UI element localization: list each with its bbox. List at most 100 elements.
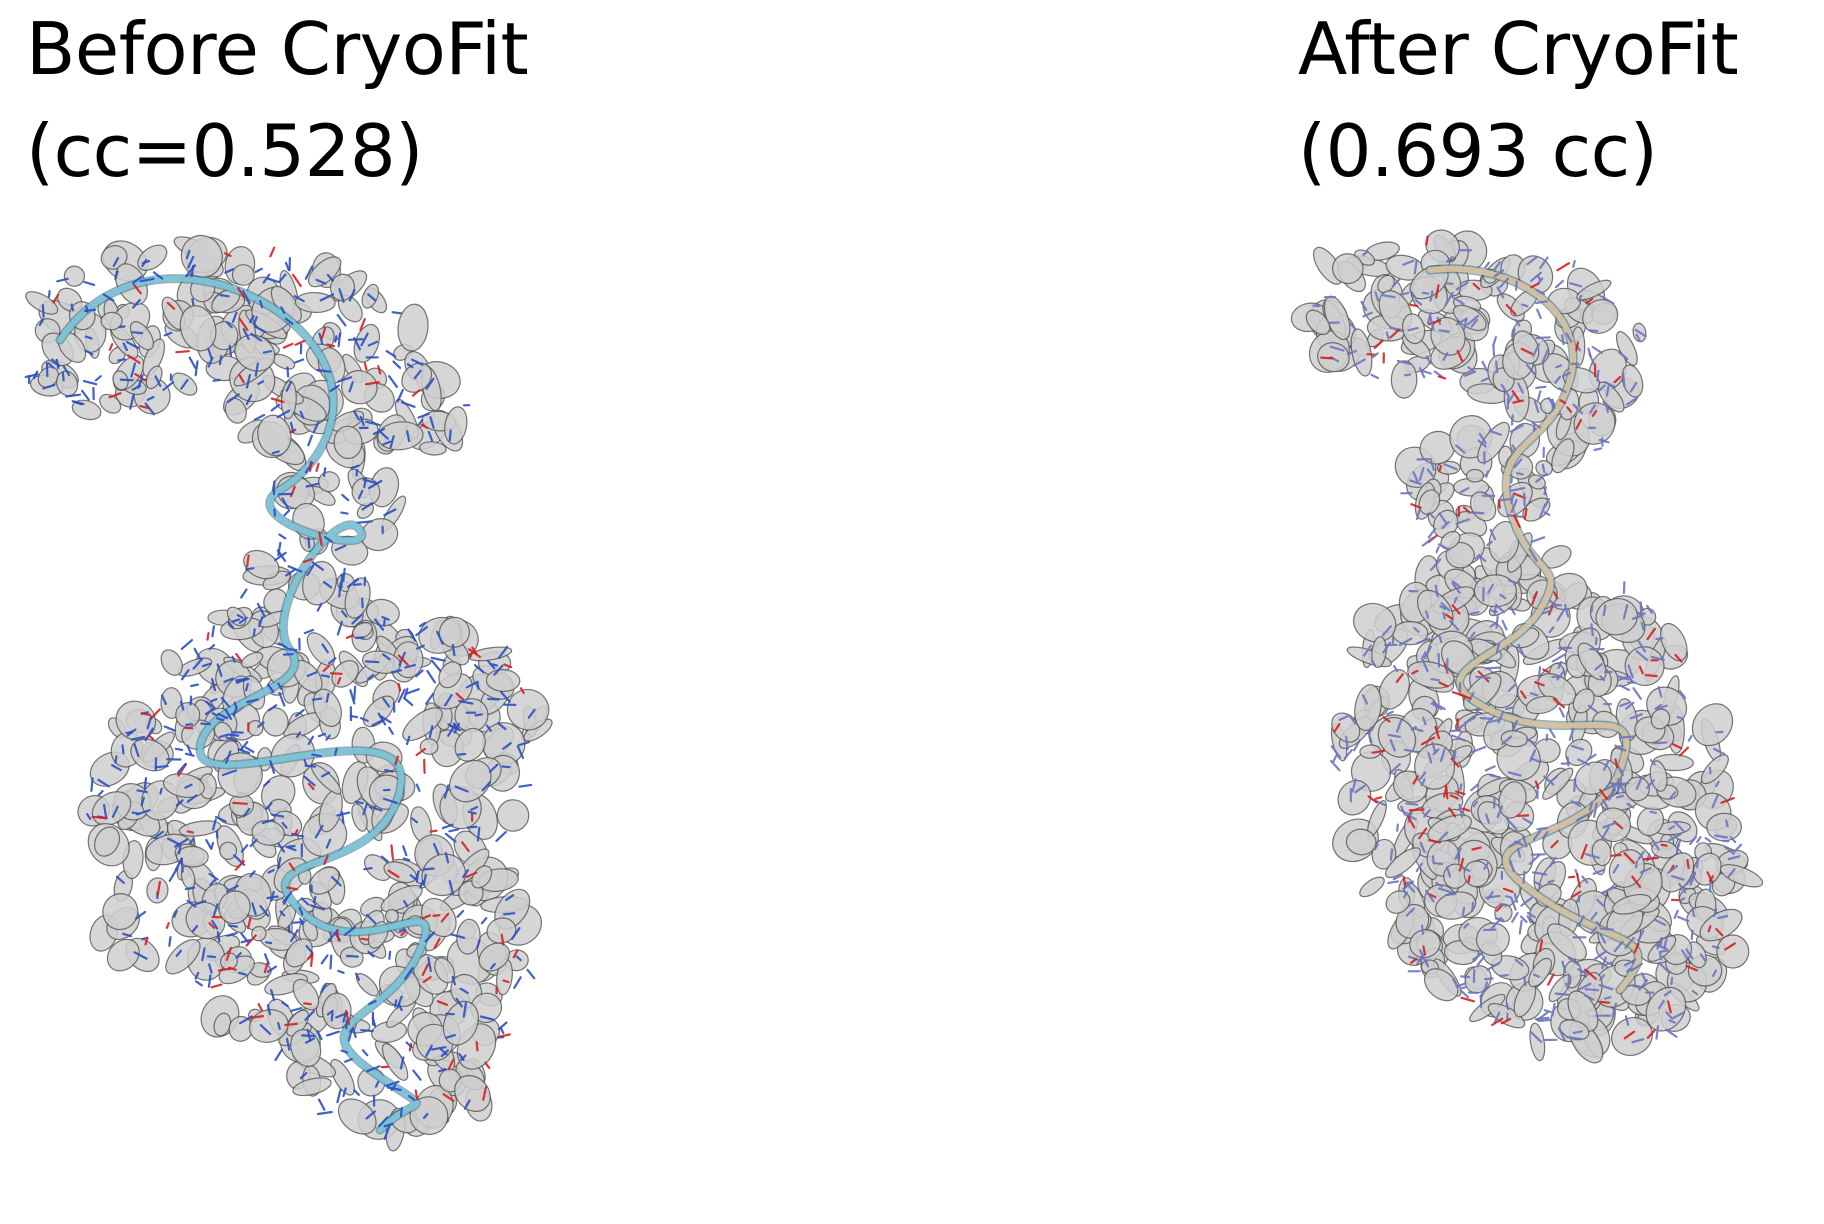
atom-bond bbox=[288, 862, 296, 872]
density-blob bbox=[337, 1098, 377, 1135]
atom-bond bbox=[1629, 381, 1638, 393]
atom-bond bbox=[1567, 956, 1580, 966]
atom-bond bbox=[1539, 503, 1547, 518]
atom-bond bbox=[1655, 1024, 1660, 1040]
atom-bond bbox=[382, 797, 398, 805]
atom-bond bbox=[1556, 669, 1566, 681]
atom-bond bbox=[1526, 256, 1538, 266]
atom-bond bbox=[210, 983, 223, 989]
atom-bond bbox=[176, 763, 187, 774]
atom-bond bbox=[1463, 506, 1471, 514]
atom-bond bbox=[1706, 871, 1714, 883]
atom-bond bbox=[1354, 784, 1366, 794]
atom-bond bbox=[396, 995, 403, 1009]
atom-bond bbox=[1396, 823, 1399, 832]
atom-bond bbox=[1437, 887, 1453, 894]
atom-bond bbox=[1635, 333, 1641, 342]
atom-bond bbox=[281, 1001, 289, 1008]
atom-bond bbox=[221, 769, 238, 777]
atom-bond bbox=[1733, 843, 1743, 853]
atom-bond bbox=[374, 1080, 380, 1088]
atom-bond bbox=[1489, 621, 1498, 628]
density-blob bbox=[496, 799, 530, 832]
atom-bond bbox=[342, 1087, 347, 1098]
atom-bond bbox=[438, 1067, 447, 1073]
atom-bond bbox=[186, 794, 198, 803]
density-blob bbox=[438, 661, 463, 689]
atom-bond bbox=[1530, 536, 1546, 543]
atom-bond bbox=[1635, 778, 1642, 791]
atom-bond bbox=[1422, 651, 1427, 658]
atom-bond bbox=[144, 402, 156, 416]
atom-bond bbox=[1658, 961, 1671, 974]
density-blob bbox=[106, 938, 140, 972]
atom-bond bbox=[1497, 710, 1505, 724]
atom-bond bbox=[440, 1049, 450, 1058]
atom-bond bbox=[281, 821, 288, 829]
atom-bond bbox=[1507, 771, 1522, 777]
density-blob bbox=[1645, 986, 1687, 1032]
atom-bond bbox=[1427, 319, 1442, 326]
atom-bond bbox=[1526, 738, 1536, 745]
atom-bond bbox=[285, 1037, 291, 1051]
density-blob bbox=[329, 1058, 356, 1096]
atom-bond bbox=[1584, 988, 1600, 992]
atom-bond bbox=[153, 830, 165, 840]
atom-bond bbox=[249, 838, 258, 848]
atom-bond bbox=[277, 541, 282, 557]
atom-bond bbox=[1460, 996, 1476, 1003]
atom-bond bbox=[384, 768, 394, 773]
atom-bond bbox=[117, 358, 127, 362]
atom-bond bbox=[283, 509, 291, 517]
atom-bond bbox=[383, 508, 397, 517]
atom-bond bbox=[326, 1009, 334, 1016]
atom-bond bbox=[1445, 866, 1452, 878]
atom-bond bbox=[1601, 886, 1615, 894]
atom-bond bbox=[1640, 972, 1647, 983]
atom-bond bbox=[1528, 853, 1541, 866]
atom-bond bbox=[84, 335, 93, 340]
atom-bond bbox=[284, 261, 290, 272]
atom-bond bbox=[233, 701, 238, 710]
atom-bond bbox=[518, 783, 533, 788]
atom-bond bbox=[382, 653, 391, 661]
atom-bond bbox=[1681, 949, 1689, 960]
atom-bond bbox=[359, 317, 366, 332]
atom-bond bbox=[341, 493, 350, 502]
atom-bond bbox=[277, 682, 283, 690]
atom-bond bbox=[1429, 457, 1435, 471]
atom-bond bbox=[421, 914, 431, 920]
atom-bond bbox=[287, 844, 296, 848]
atom-bond bbox=[336, 811, 351, 817]
atom-bond bbox=[1344, 735, 1350, 751]
atom-bond bbox=[344, 1057, 353, 1063]
density-blob bbox=[176, 845, 209, 868]
atom-bond bbox=[355, 468, 359, 477]
atom-bond bbox=[1452, 750, 1457, 762]
atom-bond bbox=[1576, 872, 1581, 888]
atom-bond bbox=[1420, 657, 1429, 673]
atom-bond bbox=[365, 420, 381, 426]
atom-bond bbox=[1484, 261, 1490, 269]
atom-bond bbox=[1542, 668, 1550, 673]
atom-bond bbox=[1696, 857, 1699, 868]
backbone-ribbon bbox=[1425, 264, 1643, 995]
atom-bond bbox=[1704, 836, 1712, 843]
atom-bond bbox=[1406, 815, 1416, 829]
atom-bond bbox=[455, 692, 465, 701]
density-blob bbox=[454, 727, 486, 762]
atom-bond bbox=[301, 1034, 316, 1038]
atom-bond bbox=[238, 616, 248, 624]
density-blob bbox=[1409, 929, 1441, 959]
atom-bond bbox=[1602, 760, 1610, 771]
atom-bond bbox=[444, 694, 453, 707]
atom-bond bbox=[1566, 756, 1570, 767]
atom-bond bbox=[1536, 826, 1549, 831]
atom-bond bbox=[277, 1021, 281, 1031]
atom-bond bbox=[410, 817, 419, 824]
atom-bond bbox=[1520, 896, 1534, 907]
atom-bond bbox=[1495, 360, 1499, 374]
density-blob bbox=[99, 393, 122, 414]
atom-bond bbox=[1485, 813, 1490, 824]
atom-bond bbox=[1371, 749, 1385, 754]
